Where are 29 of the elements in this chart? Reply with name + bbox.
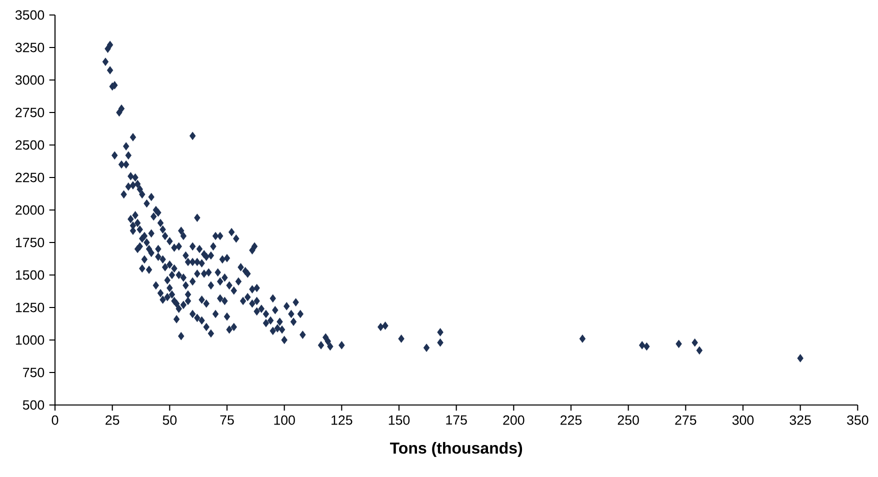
x-tick-label: 175 [446,415,467,425]
y-tick-label: 2000 [16,205,44,215]
y-tick-label: 750 [23,368,44,378]
x-tick-label: 225 [560,415,582,425]
x-tick-label: 275 [675,415,696,425]
y-tick-label: 2500 [16,140,44,150]
x-tick-label: 250 [618,415,639,425]
y-tick-label: 2250 [16,172,44,182]
x-tick-label: 100 [274,415,295,425]
x-tick-label: 25 [106,415,120,425]
y-tick-label: 3500 [15,10,44,20]
y-tick-label: 3250 [15,42,44,52]
x-tick-label: 75 [220,415,234,425]
x-tick-label: 150 [388,415,410,425]
y-tick-label: 2750 [16,108,44,118]
x-tick-label: 300 [732,415,754,425]
x-tick-label: 0 [52,415,58,425]
x-tick-label: 125 [332,415,352,425]
y-tick-label: 1000 [16,335,44,345]
y-tick-label: 3000 [15,75,44,85]
x-tick-label: 325 [790,415,811,425]
x-axis-title: Tons (thousands) [390,442,522,457]
y-tick-label: 500 [22,400,44,410]
y-tick-label: 1500 [16,270,44,280]
y-tick-label: 1750 [16,238,44,248]
y-tick-label: 1250 [16,302,44,312]
x-tick-label: 350 [847,415,868,425]
x-tick-label: 50 [162,415,177,425]
x-tick-label: 200 [503,415,524,425]
